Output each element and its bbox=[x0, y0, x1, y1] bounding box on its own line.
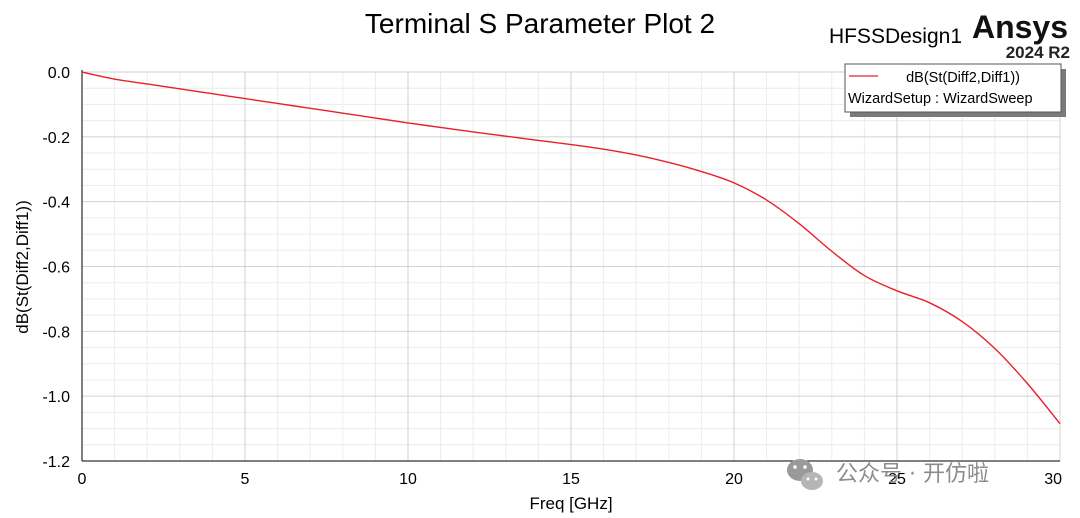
x-tick-label: 25 bbox=[888, 471, 906, 488]
y-tick-label: -0.4 bbox=[42, 195, 70, 212]
series-line bbox=[81, 71, 1061, 425]
series-layer bbox=[81, 71, 1061, 425]
design-name: HFSSDesign1 bbox=[829, 25, 962, 48]
y-tick-labels: 0.0 -0.2 -0.4 -0.6 -0.8 -1.0 -1.2 bbox=[42, 65, 70, 471]
y-tick-label: -1.0 bbox=[42, 389, 70, 406]
x-tick-label: 20 bbox=[725, 471, 743, 488]
legend[interactable]: dB(St(Diff2,Diff1)) WizardSetup : Wizard… bbox=[844, 63, 1066, 117]
y-tick-label: 0.0 bbox=[48, 65, 70, 82]
version-label: 2024 R2 bbox=[1006, 43, 1070, 62]
x-tick-label: 5 bbox=[241, 471, 250, 488]
watermark: 公众号 · 开仿啦 bbox=[787, 459, 989, 490]
y-tick-label: -0.6 bbox=[42, 260, 70, 277]
ansys-logo: Ansys bbox=[972, 9, 1068, 45]
x-tick-labels: 0 5 10 15 20 25 30 bbox=[78, 471, 1063, 488]
y-axis-label: dB(St(Diff2,Diff1)) bbox=[13, 200, 32, 334]
legend-series-label: dB(St(Diff2,Diff1)) bbox=[906, 70, 1020, 86]
legend-box bbox=[844, 63, 1062, 113]
legend-setup-label: WizardSetup : WizardSweep bbox=[848, 91, 1033, 107]
x-tick-label: 30 bbox=[1044, 471, 1062, 488]
y-tick-label: -0.8 bbox=[42, 324, 70, 341]
chart-title: Terminal S Parameter Plot 2 bbox=[365, 8, 715, 39]
watermark-text: 公众号 · 开仿啦 bbox=[836, 462, 989, 487]
wechat-icon bbox=[787, 459, 823, 490]
y-tick-label: -1.2 bbox=[42, 454, 70, 471]
x-tick-label: 0 bbox=[78, 471, 87, 488]
x-tick-label: 15 bbox=[562, 471, 580, 488]
x-tick-label: 10 bbox=[399, 471, 417, 488]
y-tick-label: -0.2 bbox=[42, 130, 70, 147]
x-axis-label: Freq [GHz] bbox=[529, 494, 612, 513]
